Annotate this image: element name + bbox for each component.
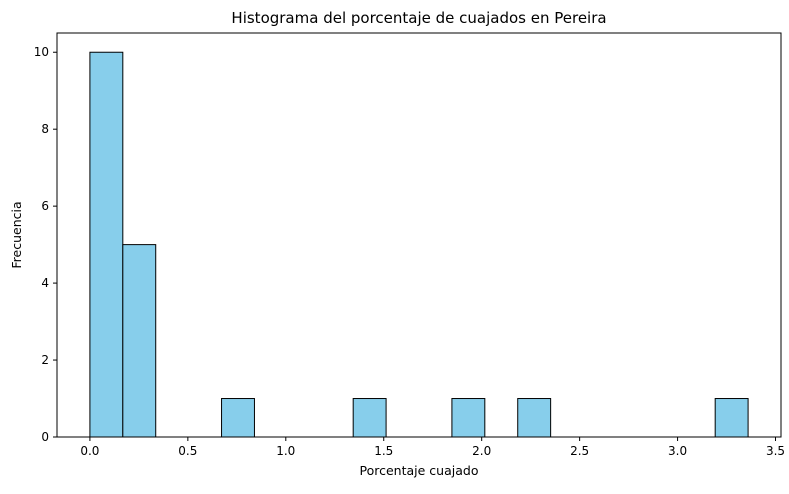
x-axis-ticks: 0.0 0.5 1.0 1.5 2.0 2.5 3.0 3.5 [80, 437, 785, 458]
y-axis-label: Frecuencia [9, 201, 24, 268]
x-tick-label: 1.5 [374, 444, 393, 458]
x-tick-label: 3.5 [766, 444, 785, 458]
y-tick-label: 0 [41, 430, 49, 444]
x-tick-label: 2.5 [570, 444, 589, 458]
histogram-bar [122, 244, 157, 438]
x-tick-label: 0.0 [80, 444, 99, 458]
histogram-bar [714, 398, 749, 438]
y-tick-label: 6 [41, 199, 49, 213]
x-tick-label: 2.0 [472, 444, 491, 458]
x-tick-label: 1.0 [276, 444, 295, 458]
y-tick-label: 4 [41, 276, 49, 290]
histogram-bar [517, 398, 552, 438]
chart-title: Histograma del porcentaje de cuajados en… [231, 9, 606, 27]
histogram-bar [451, 398, 486, 438]
y-axis-ticks: 0 2 4 6 8 10 [34, 45, 57, 444]
histogram-bar [89, 51, 124, 438]
x-tick-label: 0.5 [178, 444, 197, 458]
y-tick-label: 10 [34, 45, 49, 59]
plot-frame [56, 32, 782, 438]
y-tick-label: 8 [41, 122, 49, 136]
bars-group [89, 51, 749, 438]
x-axis-label: Porcentaje cuajado [360, 463, 479, 478]
histogram-bar [221, 398, 255, 438]
histogram-bar [352, 398, 387, 438]
x-tick-label: 3.0 [668, 444, 687, 458]
y-tick-label: 2 [41, 353, 49, 367]
